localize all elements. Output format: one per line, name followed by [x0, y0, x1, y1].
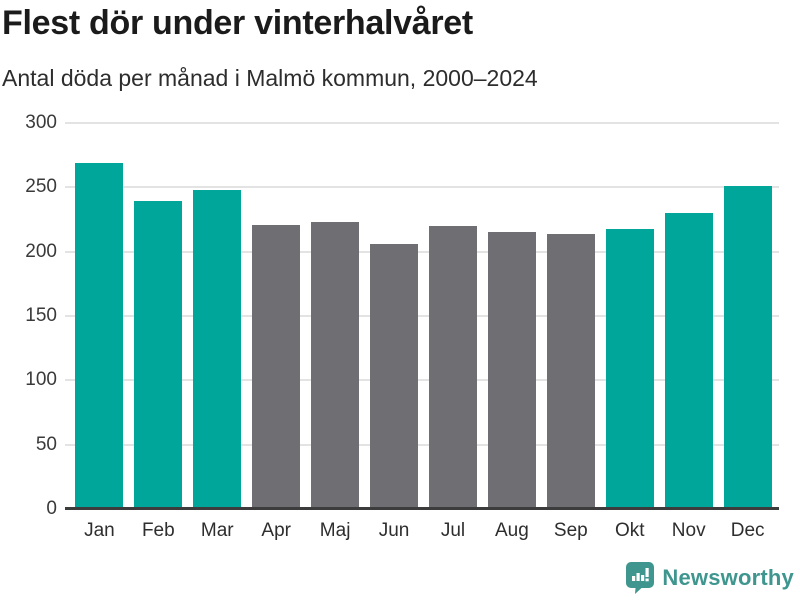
- bar-dec: [723, 186, 772, 509]
- bar-maj: [311, 222, 360, 509]
- chart-subtitle: Antal döda per månad i Malmö kommun, 200…: [2, 65, 538, 91]
- brand-footer: Newsworthy: [626, 562, 794, 594]
- brand-name: Newsworthy: [662, 565, 794, 590]
- x-axis-label-nov: Nov: [671, 520, 706, 541]
- x-axis-line: [65, 507, 779, 510]
- newsworthy-logo-icon: [626, 562, 655, 594]
- y-axis-tick-label-0: 0: [46, 498, 57, 519]
- gridline-250: [65, 186, 779, 189]
- gridline-150: [65, 315, 779, 317]
- y-axis-tick-label-100: 100: [25, 369, 57, 391]
- x-axis-label-jan: Jan: [84, 520, 115, 541]
- bar-jun: [370, 243, 419, 509]
- chart-title: Flest dör under vinterhalvåret: [2, 4, 473, 42]
- x-axis-label-dec: Dec: [730, 520, 765, 541]
- logo-bar-medium: [636, 573, 641, 581]
- bar-jan: [75, 162, 124, 509]
- x-axis-label-jun: Jun: [378, 520, 410, 541]
- bar-mar: [193, 189, 242, 509]
- x-axis-label-maj: Maj: [319, 520, 351, 541]
- bar-aug: [487, 232, 536, 509]
- bar-okt: [605, 228, 654, 509]
- gridline-300: [65, 122, 779, 124]
- x-axis-label-okt: Okt: [614, 520, 645, 541]
- logo-exclamation-dot: [645, 578, 650, 582]
- bar-apr: [252, 224, 301, 509]
- y-axis-tick-label-250: 250: [25, 176, 57, 198]
- x-axis-label-jul: Jul: [440, 520, 466, 541]
- x-axis-label-mar: Mar: [200, 520, 234, 541]
- gridline-200: [65, 250, 779, 253]
- y-axis-tick-label-300: 300: [25, 112, 57, 133]
- logo-bar-small: [632, 576, 636, 581]
- x-axis-label-aug: Aug: [495, 520, 529, 541]
- bar-nov: [664, 213, 713, 509]
- bar-sep: [546, 233, 595, 509]
- y-axis-tick-label-50: 50: [35, 433, 57, 455]
- x-axis-label-sep: Sep: [553, 520, 588, 541]
- x-axis-label-feb: Feb: [141, 520, 175, 541]
- gridline-50: [65, 443, 779, 446]
- gridline-100: [65, 379, 779, 382]
- logo-exclamation-stem: [645, 568, 650, 577]
- y-axis-tick-label-200: 200: [25, 240, 57, 262]
- x-axis-label-apr: Apr: [261, 520, 291, 541]
- y-axis-tick-label-150: 150: [25, 305, 57, 326]
- bar-jul: [428, 225, 477, 509]
- bar-feb: [134, 201, 183, 509]
- logo-bar-large: [641, 575, 645, 581]
